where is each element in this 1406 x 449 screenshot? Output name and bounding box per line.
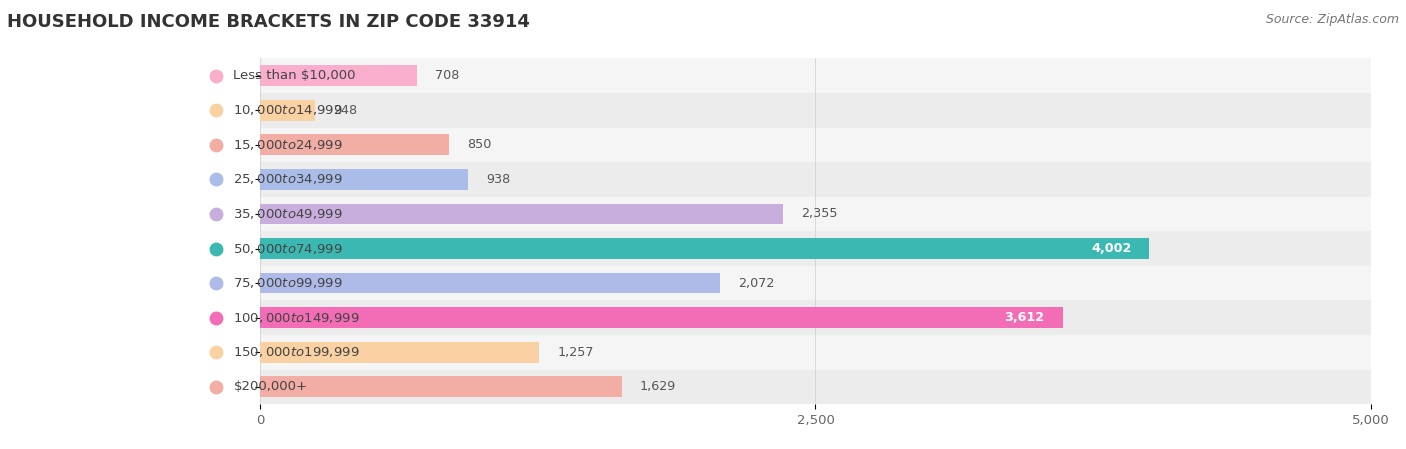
Text: $50,000 to $74,999: $50,000 to $74,999	[233, 242, 343, 255]
Text: $75,000 to $99,999: $75,000 to $99,999	[233, 276, 343, 290]
Text: 708: 708	[436, 69, 460, 82]
Text: 2,072: 2,072	[738, 277, 775, 290]
Text: 1,629: 1,629	[640, 380, 676, 393]
Bar	[260, 203, 783, 224]
Bar	[260, 300, 1371, 335]
Text: 2,355: 2,355	[801, 207, 838, 220]
Bar	[260, 197, 1371, 231]
Bar	[260, 238, 1149, 259]
Bar	[260, 100, 315, 121]
Bar	[260, 128, 1371, 162]
Text: 850: 850	[467, 138, 491, 151]
Text: 4,002: 4,002	[1091, 242, 1132, 255]
Text: 248: 248	[333, 104, 357, 117]
Text: $10,000 to $14,999: $10,000 to $14,999	[233, 103, 343, 117]
Text: $100,000 to $149,999: $100,000 to $149,999	[233, 311, 360, 325]
Bar	[260, 93, 1371, 128]
Text: 1,257: 1,257	[557, 346, 593, 359]
Text: Less than $10,000: Less than $10,000	[233, 69, 356, 82]
Bar	[260, 376, 621, 397]
Bar	[260, 307, 1063, 328]
Text: 3,612: 3,612	[1005, 311, 1045, 324]
Bar	[260, 134, 449, 155]
Text: 938: 938	[486, 173, 510, 186]
Bar	[260, 342, 540, 363]
Text: $25,000 to $34,999: $25,000 to $34,999	[233, 172, 343, 186]
Bar	[260, 266, 1371, 300]
Bar	[260, 65, 418, 86]
Bar	[260, 370, 1371, 404]
Text: $150,000 to $199,999: $150,000 to $199,999	[233, 345, 360, 359]
Bar	[260, 335, 1371, 370]
Bar	[260, 169, 468, 190]
Text: Source: ZipAtlas.com: Source: ZipAtlas.com	[1265, 13, 1399, 26]
Bar	[260, 162, 1371, 197]
Bar	[260, 231, 1371, 266]
Text: $35,000 to $49,999: $35,000 to $49,999	[233, 207, 343, 221]
Bar	[260, 273, 720, 294]
Bar	[260, 58, 1371, 93]
Text: $200,000+: $200,000+	[233, 380, 308, 393]
Text: HOUSEHOLD INCOME BRACKETS IN ZIP CODE 33914: HOUSEHOLD INCOME BRACKETS IN ZIP CODE 33…	[7, 13, 530, 31]
Text: $15,000 to $24,999: $15,000 to $24,999	[233, 138, 343, 152]
